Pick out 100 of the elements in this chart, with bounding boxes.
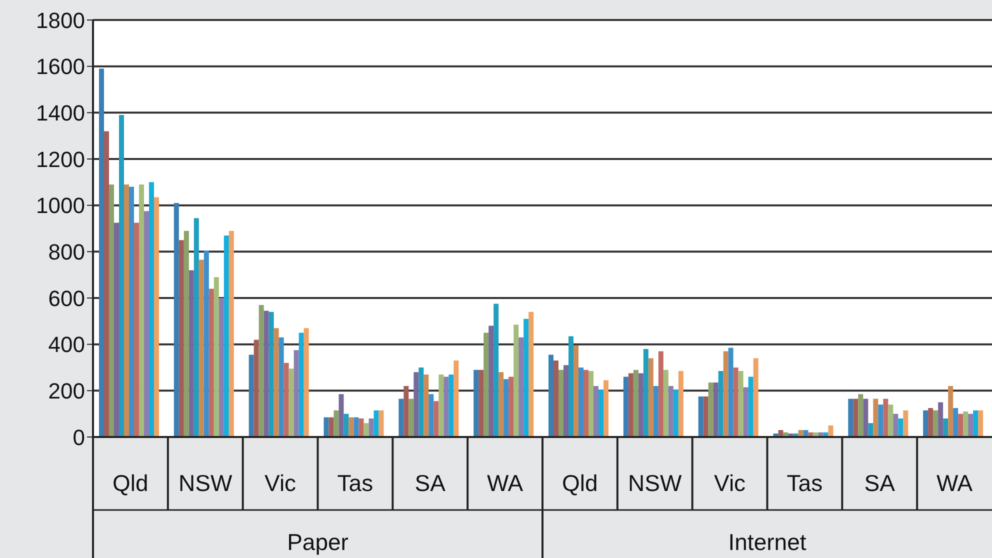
y-tick-label: 400 [48,332,85,358]
bar [358,418,364,437]
bar [678,370,684,437]
bar [553,360,558,437]
bar [888,404,894,437]
bar [903,410,908,437]
bar [518,337,524,437]
bar [728,348,734,437]
x-tick-label: Tas [337,470,374,496]
bar [368,418,374,437]
bar [224,235,229,437]
bar [958,414,964,437]
bar [858,394,864,437]
bar [623,376,628,437]
bar [348,417,354,437]
bar [928,408,934,437]
bar [508,376,514,437]
bar [268,312,274,437]
bar [504,379,509,437]
bar [248,354,254,437]
bar [563,365,568,437]
bar [658,351,664,437]
bar [138,184,144,437]
bar [653,386,658,437]
bar [154,197,159,437]
bar [514,324,519,437]
x-tick-label: WA [936,470,974,496]
bar [638,373,644,437]
bar [828,425,834,437]
bar [748,376,754,437]
bar [733,368,738,437]
bar [148,182,154,437]
bar [558,370,564,437]
bar [364,423,369,437]
bar [198,260,204,437]
text: Paper [287,529,349,555]
bar [573,345,578,437]
bar [753,358,758,437]
x-tick-label: Qld [562,470,598,496]
bar [598,390,604,437]
bar [708,382,714,437]
bar [374,410,379,437]
bar [648,358,654,437]
bar [698,396,704,437]
bar [124,184,129,437]
bar [943,418,948,437]
y-tick-label: 0 [72,424,85,450]
bar [593,386,598,437]
x-tick-label: Vic [264,470,296,496]
bar [494,304,499,437]
bar [204,250,209,437]
bar [883,398,888,437]
bar [438,374,444,437]
bar [873,398,878,437]
bar [194,218,199,437]
y-tick-label: 1400 [36,100,85,126]
bar [328,417,334,437]
bar [334,410,339,437]
bar [378,410,384,437]
bar [448,374,454,437]
bar [723,351,728,437]
bar [274,328,279,437]
bar [933,410,938,437]
x-tick-label: Vic [714,470,746,496]
bar [264,310,269,437]
bar [718,370,724,437]
bar [214,277,219,437]
bar [208,288,214,437]
y-tick-label: 800 [48,239,85,264]
bar [254,340,259,437]
y-tick-label: 1000 [36,193,85,218]
x-tick-label: NSW [178,470,232,496]
x-tick-label: Qld [112,470,148,496]
bar [548,354,554,437]
bar [354,417,359,437]
bar [588,370,594,437]
bar [134,222,139,437]
bar [108,184,114,437]
bar [743,387,748,437]
bar [228,230,234,437]
bar [444,376,449,437]
bar [118,114,124,437]
bar [673,390,678,437]
bar [703,396,708,437]
x-tick-label: WA [486,470,524,496]
bar [398,398,404,437]
bar [178,240,184,437]
x-tick-label: SA [414,470,446,496]
bar [853,398,858,437]
x-tick-label: NSW [628,470,682,496]
bar [288,368,294,437]
bar [878,404,884,437]
bar [278,337,284,437]
bar [973,410,978,437]
bar [568,336,574,437]
bar [338,394,344,437]
bar [583,370,588,437]
bar [408,398,414,437]
y-tick-label: 600 [48,286,85,311]
bar [344,414,349,437]
